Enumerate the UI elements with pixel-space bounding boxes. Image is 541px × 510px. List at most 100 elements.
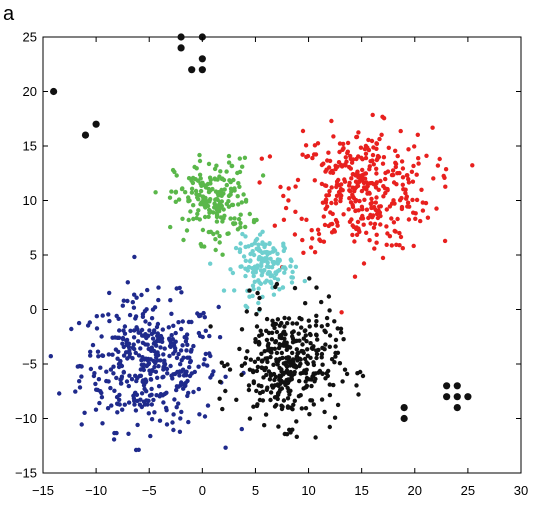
data-point bbox=[202, 357, 207, 362]
data-point bbox=[202, 214, 208, 220]
data-point bbox=[266, 369, 272, 374]
data-point bbox=[206, 214, 211, 219]
data-point bbox=[92, 371, 97, 376]
data-point bbox=[148, 433, 153, 439]
data-point bbox=[214, 214, 220, 220]
outlier-point bbox=[443, 382, 451, 390]
data-point bbox=[315, 337, 320, 342]
data-point bbox=[211, 369, 216, 374]
x-tick-label: −5 bbox=[142, 483, 157, 498]
data-point bbox=[339, 310, 344, 315]
data-point bbox=[404, 173, 410, 178]
data-point bbox=[147, 328, 152, 333]
data-point bbox=[269, 346, 274, 352]
data-point bbox=[349, 217, 354, 222]
data-point bbox=[112, 335, 118, 340]
data-point bbox=[265, 251, 270, 257]
data-point bbox=[125, 298, 130, 304]
data-point bbox=[302, 328, 307, 334]
data-point bbox=[120, 336, 126, 342]
data-point bbox=[98, 389, 103, 394]
data-point bbox=[254, 324, 260, 329]
data-point bbox=[356, 226, 361, 231]
data-point bbox=[175, 369, 180, 375]
data-point bbox=[271, 362, 276, 367]
data-point bbox=[379, 132, 384, 137]
data-point bbox=[76, 320, 82, 326]
data-point bbox=[235, 194, 240, 199]
data-point bbox=[196, 208, 201, 213]
data-point bbox=[279, 335, 284, 341]
data-point bbox=[307, 412, 312, 417]
data-point bbox=[353, 208, 358, 214]
data-point bbox=[245, 268, 250, 273]
data-point bbox=[124, 337, 130, 343]
data-point bbox=[364, 230, 369, 235]
data-point bbox=[197, 152, 202, 158]
data-point bbox=[219, 360, 224, 365]
data-point bbox=[208, 353, 213, 359]
data-point bbox=[195, 311, 200, 316]
data-point bbox=[185, 378, 190, 384]
data-point bbox=[243, 224, 248, 230]
data-point bbox=[229, 163, 235, 169]
data-point bbox=[275, 251, 280, 256]
data-point bbox=[132, 292, 137, 297]
data-point bbox=[208, 177, 213, 183]
data-point bbox=[374, 180, 379, 185]
data-point bbox=[100, 313, 105, 318]
data-point bbox=[247, 211, 252, 217]
data-point bbox=[285, 405, 291, 410]
data-point bbox=[409, 169, 415, 174]
data-point bbox=[419, 187, 424, 192]
data-point bbox=[300, 152, 305, 157]
data-point bbox=[142, 357, 147, 362]
data-point bbox=[247, 259, 253, 264]
data-point bbox=[169, 189, 174, 194]
data-point bbox=[279, 332, 284, 338]
data-point bbox=[234, 397, 239, 402]
data-point bbox=[268, 354, 273, 360]
data-point bbox=[370, 152, 376, 158]
data-point bbox=[387, 204, 393, 209]
data-point bbox=[221, 191, 226, 196]
data-point bbox=[304, 367, 309, 372]
data-point bbox=[225, 231, 230, 236]
data-point bbox=[389, 216, 394, 221]
data-point bbox=[265, 260, 270, 265]
data-point bbox=[416, 156, 421, 161]
data-point bbox=[414, 172, 419, 177]
x-tick-label: 20 bbox=[408, 483, 422, 498]
data-point bbox=[223, 374, 228, 379]
data-point bbox=[394, 242, 399, 247]
data-point bbox=[376, 208, 381, 213]
data-point bbox=[213, 247, 218, 253]
data-point bbox=[374, 171, 379, 176]
data-point bbox=[212, 166, 218, 172]
data-point bbox=[381, 116, 387, 121]
data-point bbox=[377, 204, 382, 209]
data-point bbox=[115, 410, 120, 415]
data-point bbox=[94, 314, 100, 319]
data-point bbox=[108, 385, 113, 391]
data-point bbox=[353, 185, 359, 190]
data-point bbox=[239, 363, 245, 368]
data-point bbox=[340, 188, 345, 193]
data-point bbox=[296, 331, 301, 336]
data-point bbox=[294, 419, 299, 424]
data-point bbox=[119, 381, 124, 386]
data-point bbox=[367, 238, 372, 243]
data-point bbox=[327, 424, 332, 430]
data-point bbox=[290, 350, 295, 356]
data-point bbox=[390, 168, 396, 173]
data-point bbox=[363, 155, 369, 161]
data-point bbox=[385, 186, 390, 192]
data-point bbox=[327, 308, 332, 313]
data-point bbox=[406, 180, 412, 185]
data-point bbox=[397, 170, 402, 176]
data-point bbox=[374, 195, 379, 200]
data-point bbox=[278, 184, 283, 190]
data-point bbox=[205, 203, 211, 209]
data-point bbox=[292, 285, 298, 291]
data-point bbox=[174, 387, 179, 393]
